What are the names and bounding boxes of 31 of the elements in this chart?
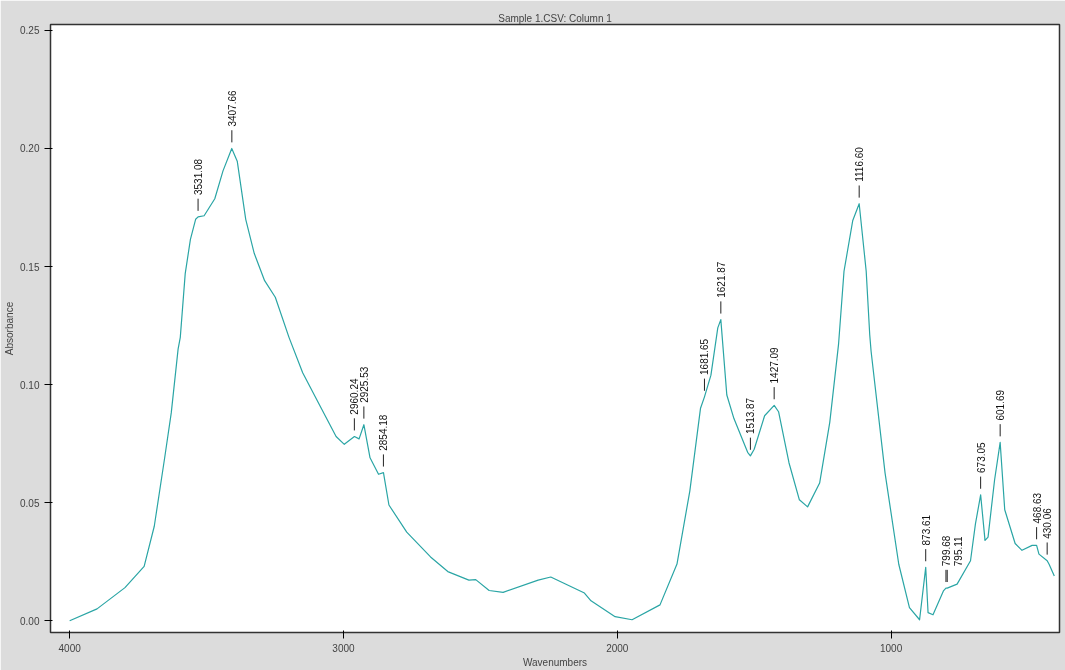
annotation: 795.11 <box>953 535 965 567</box>
y-tick-label: 0.20 <box>20 143 40 155</box>
chart-title: Sample 1.CSV: Column 1 <box>498 12 613 24</box>
y-tick-label: 0.25 <box>20 25 40 37</box>
x-tick-label: 4000 <box>58 642 82 654</box>
annotation: 430.06 <box>1042 507 1054 539</box>
y-tick-label: 0.05 <box>20 497 40 509</box>
annotation: 601.69 <box>995 389 1007 421</box>
x-tick-label: 1000 <box>879 642 903 654</box>
annotation: 2925.53 <box>358 366 370 403</box>
annotation: 2960.24 <box>349 378 361 415</box>
y-axis-title: Absorbance <box>4 301 16 356</box>
annotation: 1621.87 <box>715 261 727 298</box>
annotation: 3531.08 <box>193 158 205 196</box>
annotation: 1513.87 <box>745 397 757 434</box>
x-tick-label: 3000 <box>332 642 356 654</box>
annotation: 799.68 <box>940 535 952 567</box>
y-tick-label: 0.10 <box>20 379 40 391</box>
annotation: 673.05 <box>975 441 987 473</box>
y-tick-label: 0.00 <box>20 615 40 627</box>
line-series <box>69 147 1055 622</box>
annotation: 468.63 <box>1031 492 1043 524</box>
annotation: 1681.65 <box>699 338 711 375</box>
annotation: 873.61 <box>920 514 932 546</box>
x-axis-title: Wavenumbers <box>522 656 588 668</box>
annotation: 1116.60 <box>854 146 866 182</box>
annotation: 1427.09 <box>769 346 781 384</box>
y-tick-label: 0.15 <box>20 261 40 273</box>
annotation: 3407.66 <box>226 89 238 127</box>
x-tick-label: 2000 <box>606 642 629 654</box>
annotation: 2854.18 <box>378 414 390 451</box>
